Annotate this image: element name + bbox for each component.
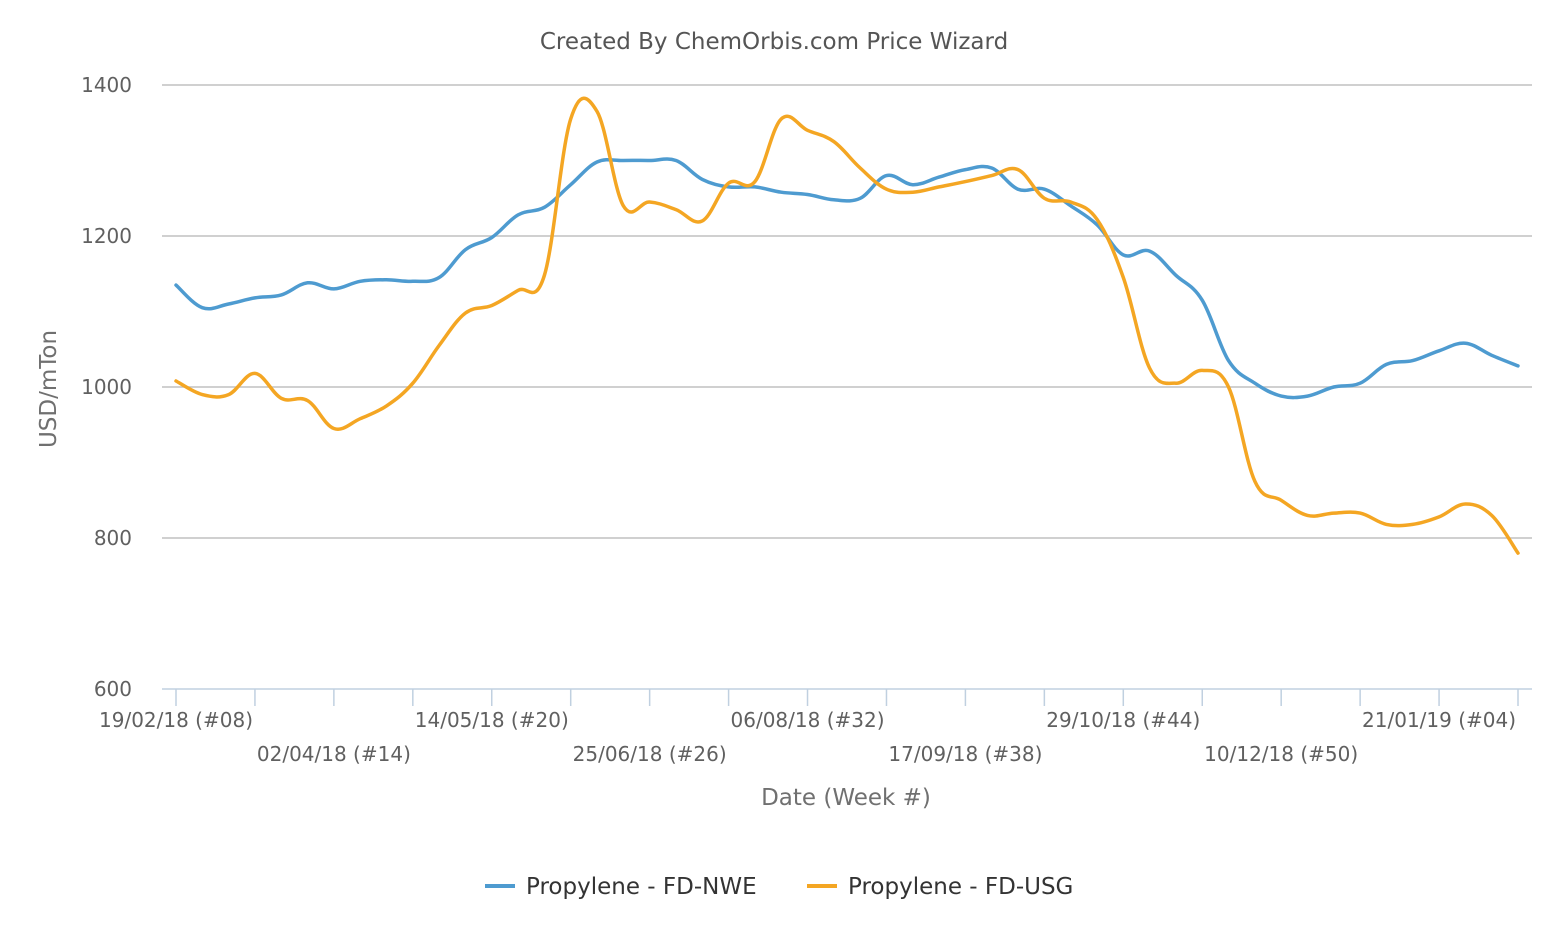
legend-label-usg: Propylene - FD-USG: [848, 874, 1073, 900]
y-axis-tick-labels: 600 800 1000 1200 1400: [81, 73, 132, 701]
y-axis-title: USD/mTon: [36, 330, 62, 448]
x-tick-label: 02/04/18 (#14): [257, 742, 411, 766]
series-lines: [174, 96, 1520, 555]
x-axis-title: Date (Week #): [761, 785, 931, 811]
chart-title: Created By ChemOrbis.com Price Wizard: [540, 29, 1008, 55]
legend-label-nwe: Propylene - FD-NWE: [526, 874, 757, 900]
x-tick-label: 25/06/18 (#26): [573, 742, 727, 766]
legend: Propylene - FD-NWE Propylene - FD-USG: [485, 874, 1073, 900]
y-tick-label-1200: 1200: [81, 224, 132, 248]
series-line-nwe: [174, 157, 1520, 400]
series-line-usg: [174, 96, 1520, 555]
x-tick-label: 19/02/18 (#08): [99, 708, 253, 732]
x-tick-label: 17/09/18 (#38): [888, 742, 1042, 766]
x-tick-label: 29/10/18 (#44): [1046, 708, 1200, 732]
y-tick-label-1000: 1000: [81, 375, 132, 399]
x-tick-label: 06/08/18 (#32): [731, 708, 885, 732]
x-tick-label: 14/05/18 (#20): [415, 708, 569, 732]
y-tick-label-1400: 1400: [81, 73, 132, 97]
x-tick-label: 21/01/19 (#04): [1362, 708, 1516, 732]
y-tick-label-600: 600: [94, 677, 132, 701]
legend-item-usg[interactable]: Propylene - FD-USG: [807, 874, 1073, 900]
y-tick-label-800: 800: [94, 526, 132, 550]
x-axis-ticks: 19/02/18 (#08)02/04/18 (#14)14/05/18 (#2…: [99, 689, 1519, 766]
x-tick-label: 10/12/18 (#50): [1204, 742, 1358, 766]
gridlines: [162, 84, 1532, 539]
legend-item-nwe[interactable]: Propylene - FD-NWE: [485, 874, 757, 900]
